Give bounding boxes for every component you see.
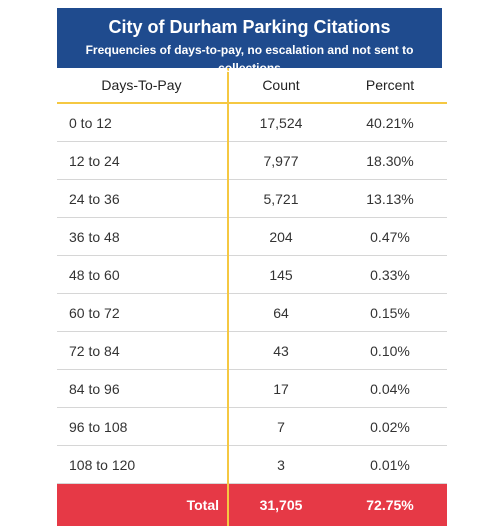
cell-percent: 0.02% [333, 408, 447, 446]
cell-count: 145 [228, 256, 333, 294]
cell-percent: 13.13% [333, 180, 447, 218]
cell-count: 17 [228, 370, 333, 408]
header-percent: Percent [333, 68, 447, 103]
cell-count: 5,721 [228, 180, 333, 218]
cell-percent: 0.15% [333, 294, 447, 332]
total-percent: 72.75% [333, 484, 447, 526]
cell-percent: 0.01% [333, 446, 447, 484]
cell-count: 7,977 [228, 142, 333, 180]
cell-range: 12 to 24 [57, 142, 228, 180]
cell-range: 60 to 72 [57, 294, 228, 332]
total-row: Total 31,705 72.75% [57, 484, 447, 526]
cell-percent: 18.30% [333, 142, 447, 180]
cell-percent: 0.47% [333, 218, 447, 256]
cell-range: 48 to 60 [57, 256, 228, 294]
citations-table-card: City of Durham Parking Citations Frequen… [57, 8, 442, 526]
cell-range: 72 to 84 [57, 332, 228, 370]
header-days-to-pay: Days-To-Pay [57, 68, 228, 103]
cell-count: 7 [228, 408, 333, 446]
cell-count: 17,524 [228, 103, 333, 142]
cell-count: 3 [228, 446, 333, 484]
title-block: City of Durham Parking Citations Frequen… [57, 8, 442, 68]
cell-range: 0 to 12 [57, 103, 228, 142]
table-title: City of Durham Parking Citations [57, 8, 442, 38]
cell-range: 84 to 96 [57, 370, 228, 408]
total-count: 31,705 [228, 484, 333, 526]
total-label: Total [57, 484, 228, 526]
cell-percent: 0.04% [333, 370, 447, 408]
cell-count: 64 [228, 294, 333, 332]
cell-count: 204 [228, 218, 333, 256]
cell-range: 96 to 108 [57, 408, 228, 446]
cell-range: 36 to 48 [57, 218, 228, 256]
cell-percent: 0.33% [333, 256, 447, 294]
cell-percent: 40.21% [333, 103, 447, 142]
cell-percent: 0.10% [333, 332, 447, 370]
cell-range: 108 to 120 [57, 446, 228, 484]
cell-range: 24 to 36 [57, 180, 228, 218]
cell-count: 43 [228, 332, 333, 370]
